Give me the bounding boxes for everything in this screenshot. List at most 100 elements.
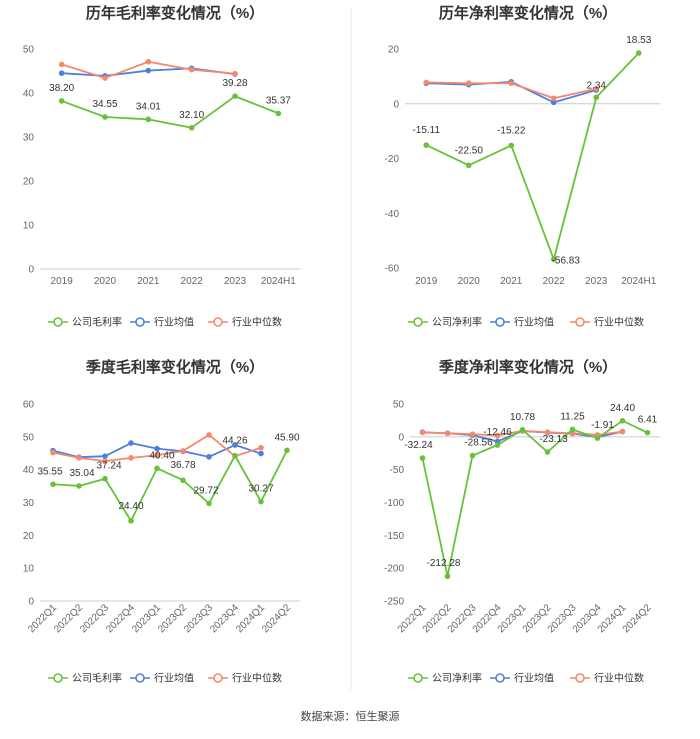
data-point-company bbox=[154, 465, 160, 472]
data-point-company bbox=[465, 162, 472, 169]
legend-item-avg: 行业均值 bbox=[130, 316, 194, 329]
data-point-median bbox=[423, 79, 430, 86]
x-tick-label: 2019 bbox=[51, 276, 74, 287]
data-point-median bbox=[469, 431, 476, 438]
data-point-company bbox=[444, 573, 451, 580]
data-point-company bbox=[258, 498, 264, 505]
data-label: 10.78 bbox=[510, 412, 535, 423]
y-tick-label: 50 bbox=[23, 45, 35, 56]
data-point-median bbox=[593, 85, 600, 92]
chart-panel-4: 季度净利率变化情况（%）-250-200-150-100-500502022Q1… bbox=[384, 358, 660, 685]
x-tick-label: 2022 bbox=[543, 276, 566, 287]
data-point-median bbox=[508, 80, 515, 87]
data-point-company bbox=[644, 429, 651, 436]
data-point-avg bbox=[145, 67, 152, 74]
x-tick-label: 2022 bbox=[181, 276, 204, 287]
data-point-median bbox=[465, 80, 472, 87]
data-label: 24.40 bbox=[118, 501, 143, 512]
legend-item-median: 行业中位数 bbox=[570, 672, 644, 685]
x-tick-label: 2023 bbox=[585, 276, 608, 287]
legend-label: 行业均值 bbox=[514, 316, 554, 329]
data-point-median bbox=[206, 432, 212, 438]
legend-marker bbox=[135, 317, 145, 327]
data-label: -56.83 bbox=[552, 255, 581, 266]
data-point-median bbox=[544, 429, 551, 436]
data-point-company bbox=[76, 483, 82, 489]
y-tick-label: 10 bbox=[23, 564, 35, 575]
data-point-median bbox=[128, 455, 134, 461]
data-point-median bbox=[444, 430, 451, 437]
data-label: 11.25 bbox=[560, 411, 585, 422]
x-tick-label: 2023 bbox=[224, 276, 247, 287]
x-tick-label: 2020 bbox=[94, 276, 117, 287]
legend-marker bbox=[575, 673, 585, 683]
data-point-median bbox=[180, 448, 186, 454]
data-point-median bbox=[188, 66, 195, 73]
y-tick-label: -250 bbox=[384, 597, 404, 608]
y-tick-label: 40 bbox=[23, 465, 35, 476]
data-point-company bbox=[232, 452, 238, 459]
y-tick-label: 0 bbox=[28, 265, 34, 276]
data-point-avg bbox=[232, 442, 238, 448]
data-label: 45.90 bbox=[274, 432, 299, 443]
data-label: 30.27 bbox=[248, 484, 273, 495]
y-tick-label: 50 bbox=[23, 432, 35, 443]
data-point-company bbox=[232, 93, 238, 99]
legend-marker bbox=[53, 673, 63, 683]
chart-title: 季度毛利率变化情况（%） bbox=[86, 358, 264, 376]
legend-marker bbox=[413, 317, 423, 327]
y-tick-label: 20 bbox=[23, 177, 35, 188]
data-point-avg bbox=[206, 454, 212, 460]
legend-item-company: 公司毛利率 bbox=[48, 316, 122, 329]
y-tick-label: 10 bbox=[23, 221, 35, 232]
y-tick-label: -50 bbox=[390, 465, 405, 476]
legend-marker bbox=[213, 317, 223, 327]
legend-label: 行业中位数 bbox=[232, 316, 282, 329]
legend-label: 行业中位数 bbox=[594, 672, 644, 685]
data-point-avg bbox=[258, 450, 264, 457]
x-tick-label: 2024Q2 bbox=[621, 602, 654, 635]
legend-marker bbox=[53, 317, 63, 327]
data-point-company bbox=[519, 426, 526, 433]
series-line-company bbox=[421, 419, 648, 578]
legend-label: 公司毛利率 bbox=[72, 316, 122, 329]
y-tick-label: -100 bbox=[384, 498, 404, 509]
y-tick-label: 60 bbox=[23, 400, 35, 411]
data-point-median bbox=[145, 58, 152, 65]
y-tick-label: 0 bbox=[28, 597, 34, 608]
legend-label: 公司净利率 bbox=[432, 672, 482, 685]
chart-title: 季度净利率变化情况（%） bbox=[439, 358, 617, 376]
x-tick-label: 2019 bbox=[415, 276, 438, 287]
y-tick-label: 20 bbox=[388, 45, 400, 56]
chart-title: 历年毛利率变化情况（%） bbox=[86, 4, 264, 22]
data-label: 37.24 bbox=[96, 461, 121, 472]
legend-item-median: 行业中位数 bbox=[208, 672, 282, 685]
legend-label: 行业均值 bbox=[514, 672, 554, 685]
data-point-avg bbox=[154, 445, 160, 452]
data-point-median bbox=[50, 449, 56, 456]
legend-item-avg: 行业均值 bbox=[490, 672, 554, 685]
data-label: -22.50 bbox=[455, 145, 484, 156]
data-label: -32.24 bbox=[404, 440, 433, 451]
data-label: 35.55 bbox=[37, 466, 62, 477]
legend-item-median: 行业中位数 bbox=[208, 316, 282, 329]
legend-label: 公司净利率 bbox=[432, 316, 482, 329]
x-tick-label: 2021 bbox=[137, 276, 160, 287]
data-label: 36.78 bbox=[170, 460, 195, 471]
data-point-company bbox=[180, 477, 186, 484]
chart-panel-1: 历年毛利率变化情况（%） 0 10 20 30 40 50 2019 2020 2021 2022 2… bbox=[23, 4, 300, 329]
data-point-median bbox=[102, 458, 108, 464]
data-label: 32.10 bbox=[179, 110, 204, 121]
data-label: 40.40 bbox=[149, 450, 174, 461]
data-label: 39.28 bbox=[222, 78, 247, 89]
legend-item-avg: 行业均值 bbox=[490, 316, 554, 329]
legend-marker bbox=[413, 673, 423, 683]
legend-label: 行业中位数 bbox=[594, 316, 644, 329]
data-source-note: 数据来源：恒生聚源 bbox=[300, 711, 400, 723]
legend-marker bbox=[495, 673, 505, 683]
legend-marker bbox=[135, 673, 145, 683]
data-point-avg bbox=[102, 453, 108, 460]
data-point-company bbox=[275, 110, 282, 117]
y-tick-label: 30 bbox=[23, 133, 35, 144]
